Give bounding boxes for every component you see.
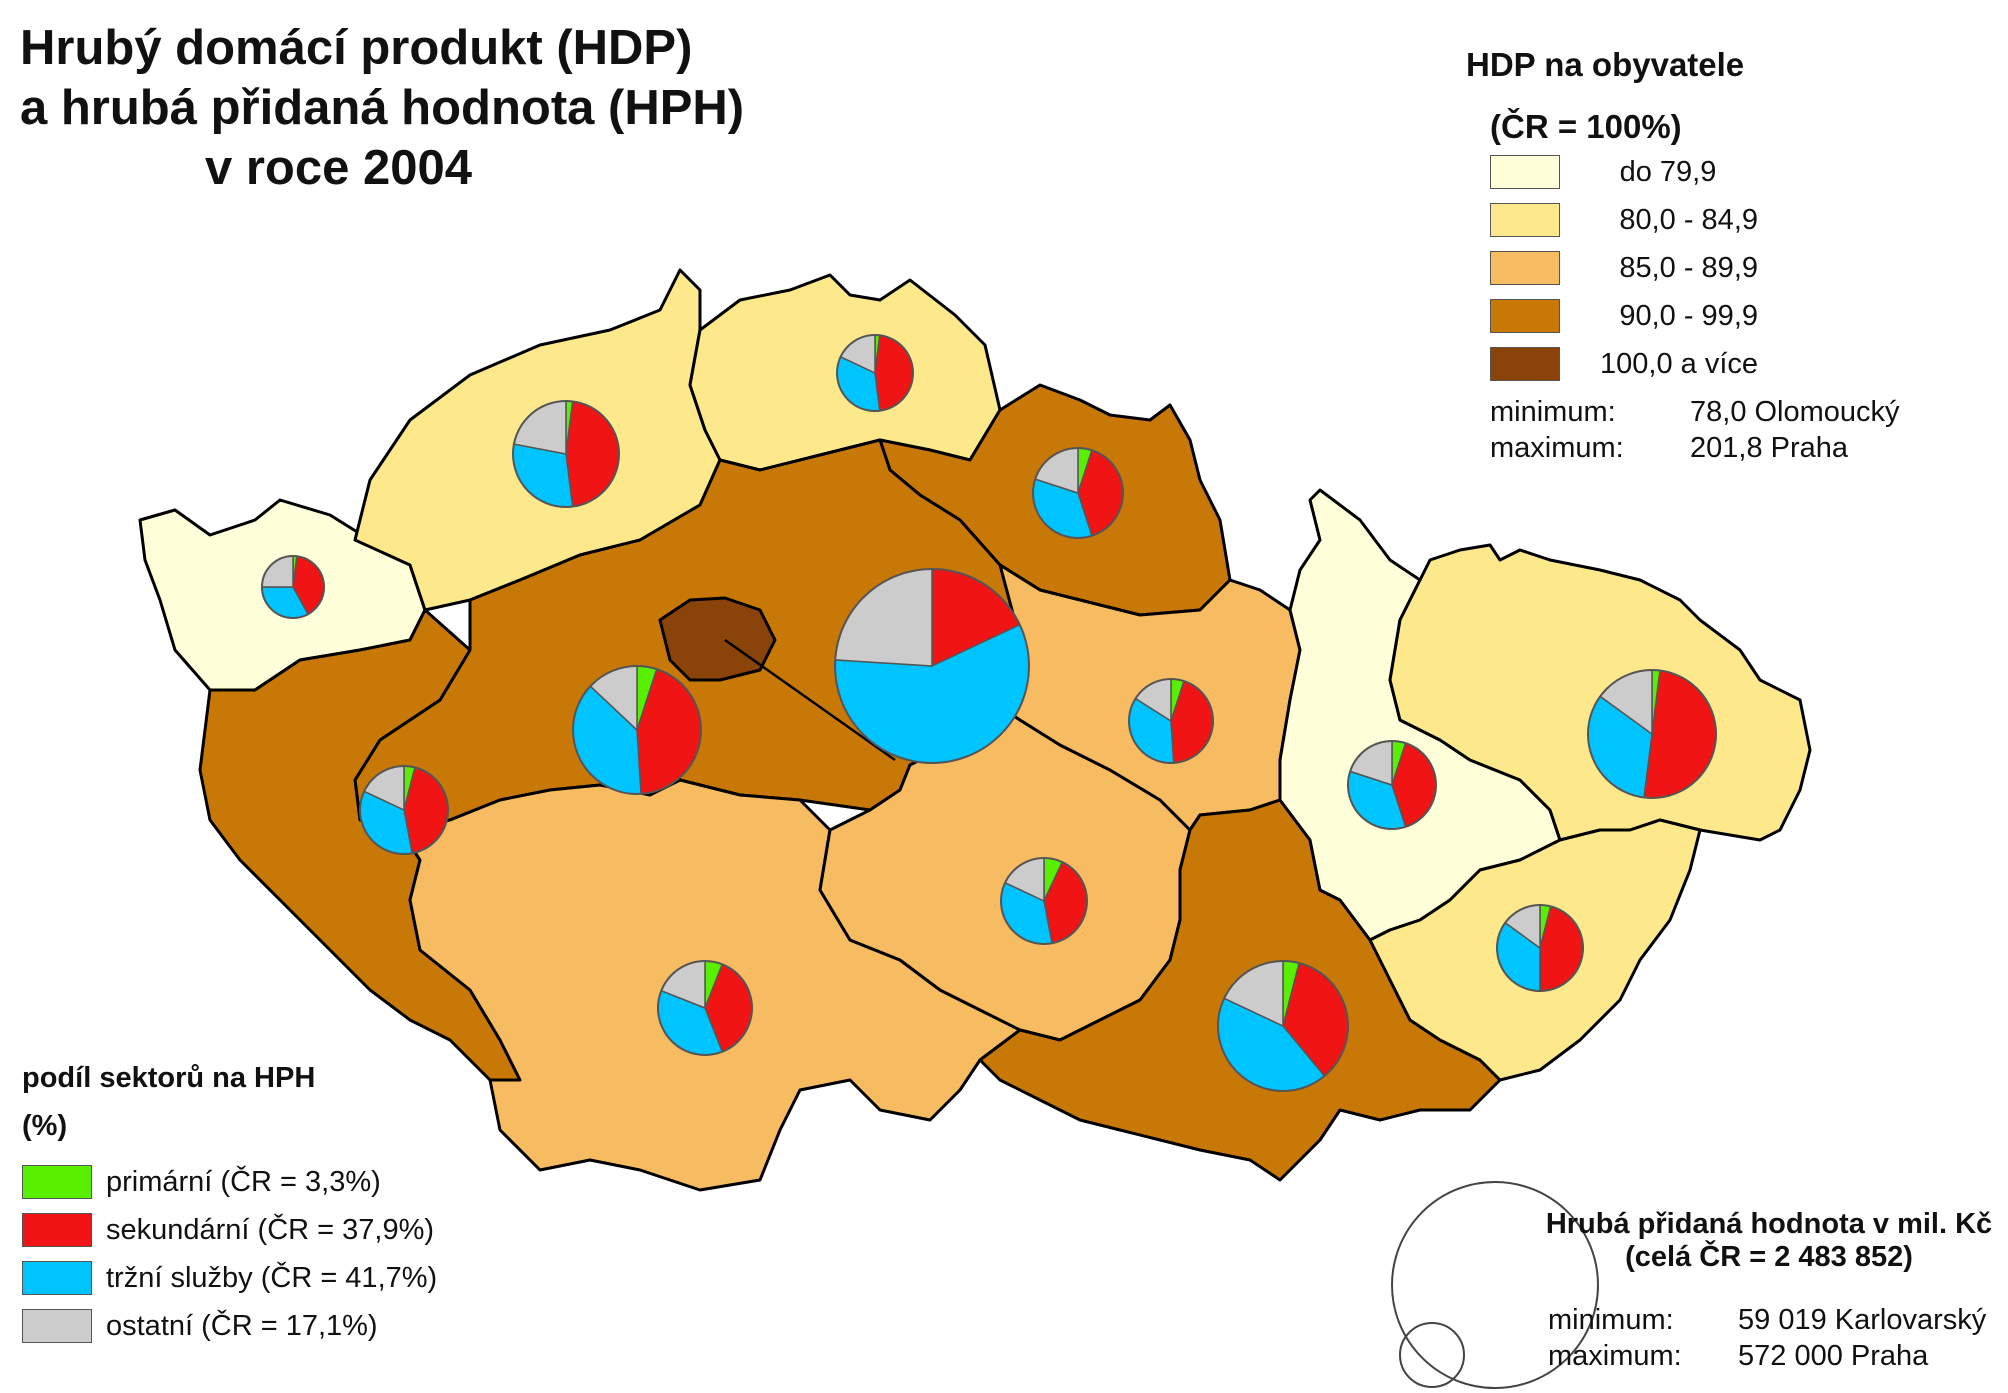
hph-min-label: minimum: (1548, 1304, 1674, 1336)
hdp-min-value: 78,0 Olomoucký (1690, 396, 1900, 428)
pie-stredocesky-outline (572, 665, 702, 795)
hdp-class-label: 85,0 - 89,9 (1619, 251, 1758, 284)
hdp-class-label: 80,0 - 84,9 (1619, 203, 1758, 236)
size-legend-min-circle (1399, 1322, 1465, 1388)
hph-max-label: maximum: (1548, 1340, 1682, 1372)
hdp-class-row: do 79,9 (1490, 155, 1758, 189)
sector-legend-swatch (22, 1261, 92, 1295)
pie-plzensky (359, 765, 449, 855)
pie-jihocesky (657, 960, 753, 1056)
hdp-class-swatch (1490, 155, 1560, 189)
hph-legend-minmax: minimum: 59 019 Karlovarský maximum: 572 0… (1548, 1302, 1986, 1374)
hdp-class-row: 85,0 - 89,9 (1490, 251, 1758, 285)
pie-stredocesky (572, 665, 702, 795)
sector-legend-row: ostatní (ČR = 17,1%) (22, 1309, 378, 1343)
praha-leader-line (724, 638, 896, 762)
hdp-class-label: do 79,9 (1619, 155, 1717, 188)
pie-pardubicky-outline (1128, 678, 1214, 764)
hdp-class-swatch (1490, 203, 1560, 237)
hph-max-value: 572 000 Praha (1738, 1340, 1929, 1372)
sector-legend-row: tržní služby (ČR = 41,7%) (22, 1261, 437, 1295)
sector-legend-label: sekundární (ČR = 37,9%) (106, 1213, 435, 1246)
pie-vysocina-outline (1000, 857, 1088, 945)
pie-karlovarsky-outline (261, 555, 325, 619)
pie-olomoucky-outline (1347, 740, 1437, 830)
title-line-3: v roce 2004 (205, 141, 472, 195)
sector-legend-swatch (22, 1213, 92, 1247)
pie-plzensky-outline (359, 765, 449, 855)
pie-olomoucky (1347, 740, 1437, 830)
pie-vysocina (1000, 857, 1088, 945)
hph-title-line-2: (celá ČR = 2 483 852) (1625, 1241, 1913, 1273)
pie-zlinsky-outline (1496, 904, 1584, 992)
pie-ustecky-outline (512, 400, 620, 508)
sector-legend-title: podíl sektorů na HPH (22, 1062, 316, 1094)
hdp-class-label: 90,0 - 99,9 (1619, 299, 1758, 332)
hdp-legend-minmax: minimum: 78,0 Olomoucký maximum: 201,8 Pra… (1490, 394, 1900, 466)
pie-ustecky (512, 400, 620, 508)
hdp-class-swatch (1490, 299, 1560, 333)
pie-liberecky-outline (836, 334, 914, 412)
hdp-legend-subtitle: (ČR = 100%) (1490, 108, 1682, 145)
sector-legend-row: primární (ČR = 3,3%) (22, 1165, 381, 1199)
hph-legend-title: Hrubá přidaná hodnota v mil. Kč (celá ČR… (1530, 1208, 2008, 1274)
region-praha (658, 596, 777, 682)
pie-jihocesky-outline (657, 960, 753, 1056)
pie-moravskoslezsky-outline (1587, 669, 1717, 799)
pie-kralovehradecky (1032, 447, 1124, 539)
pie-pardubicky (1128, 678, 1214, 764)
sector-legend-subtitle: (%) (22, 1110, 68, 1142)
pie-jihomoravsky (1217, 960, 1349, 1092)
hdp-class-swatch (1490, 347, 1560, 381)
hdp-max-value: 201,8 Praha (1690, 432, 1849, 464)
pie-praha-outline (834, 568, 1030, 764)
pie-zlinsky (1496, 904, 1584, 992)
pie-praha (834, 568, 1030, 764)
hdp-class-label: 100,0 a více (1600, 347, 1758, 380)
hdp-class-row: 100,0 a více (1490, 347, 1758, 381)
hph-title-line-1: Hrubá přidaná hodnota v mil. Kč (1545, 1208, 1993, 1240)
size-legend-max-circle (1391, 1181, 1599, 1389)
sector-legend-label: primární (ČR = 3,3%) (106, 1165, 381, 1198)
hdp-class-row: 80,0 - 84,9 (1490, 203, 1758, 237)
pie-jihomoravsky-outline (1217, 960, 1349, 1092)
sector-legend-swatch (22, 1309, 92, 1343)
sector-legend-label: ostatní (ČR = 17,1%) (106, 1309, 378, 1342)
sector-legend-row: sekundární (ČR = 37,9%) (22, 1213, 434, 1247)
sector-legend-swatch (22, 1165, 92, 1199)
title-line-1: Hrubý domácí produkt (HDP) (20, 21, 693, 75)
hph-min-value: 59 019 Karlovarský (1738, 1304, 1987, 1336)
pie-kralovehradecky-outline (1032, 447, 1124, 539)
hdp-legend-title: HDP na obyvatele (1466, 46, 1745, 83)
pie-moravskoslezsky (1587, 669, 1717, 799)
pie-karlovarsky (261, 555, 325, 619)
hdp-min-label: minimum: (1490, 396, 1616, 428)
hdp-class-row: 90,0 - 99,9 (1490, 299, 1758, 333)
pies-layer (261, 334, 1717, 1092)
hdp-class-swatch (1490, 251, 1560, 285)
pie-liberecky (836, 334, 914, 412)
sector-legend-label: tržní služby (ČR = 41,7%) (106, 1261, 438, 1294)
hdp-max-label: maximum: (1490, 432, 1624, 464)
title-line-2: a hrubá přidaná hodnota (HPH) (20, 81, 745, 135)
map-title: Hrubý domácí produkt (HDP) a hrubá přida… (20, 18, 790, 198)
